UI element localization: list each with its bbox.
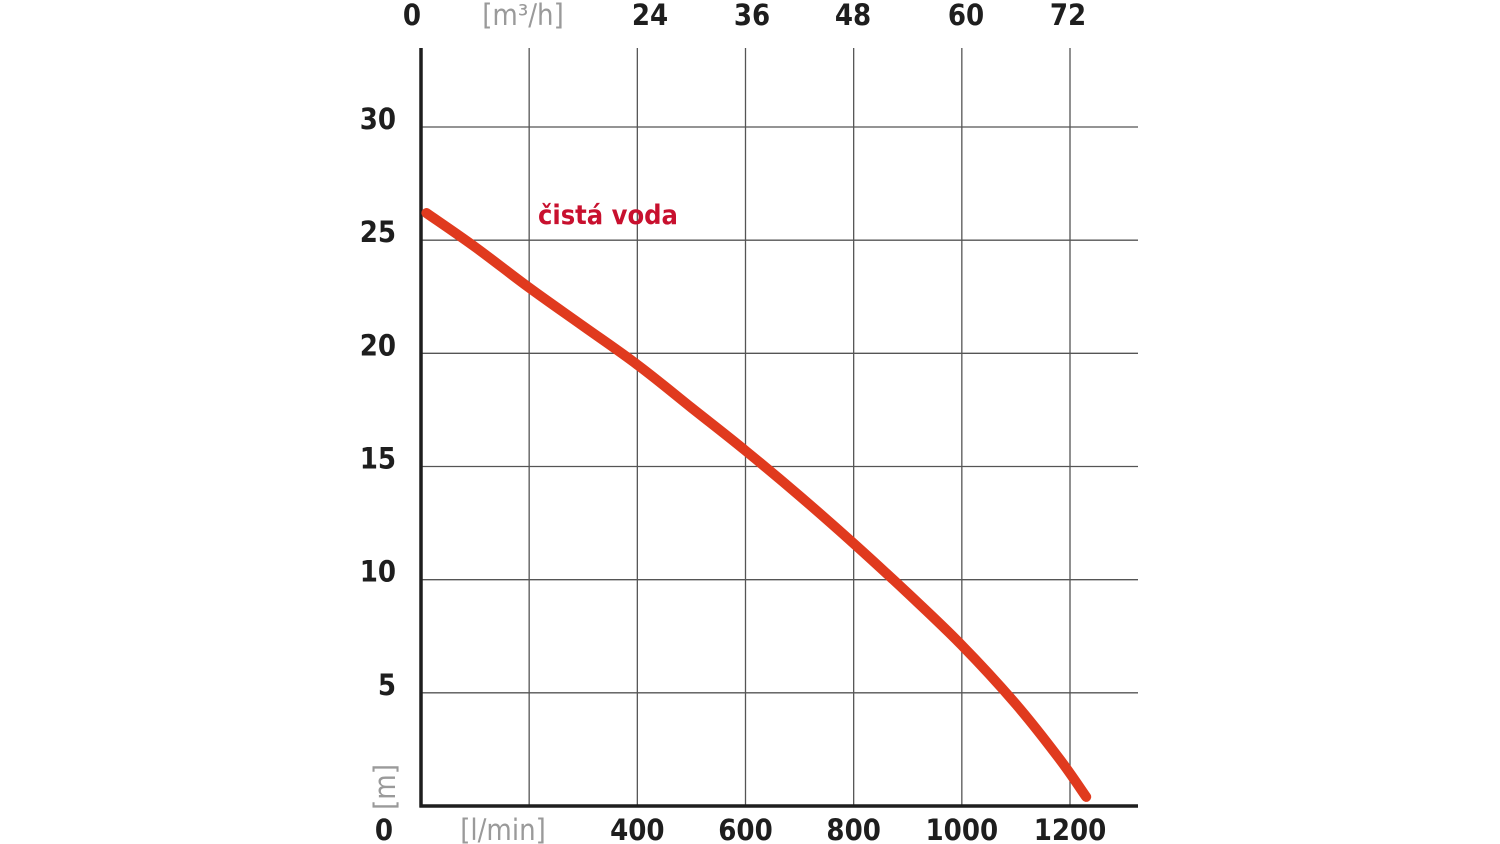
y-tick-label: 10: [360, 555, 396, 589]
y-tick-label: 5: [378, 668, 396, 702]
top-unit-label: [m³/h]: [482, 0, 564, 32]
top-tick-label: 72: [1050, 0, 1086, 32]
x-tick-label: 400: [610, 813, 664, 844]
x-tick-label: 1000: [926, 813, 999, 844]
x-unit-label: [l/min]: [460, 813, 546, 844]
grid-layer: [421, 48, 1138, 806]
top-tick-label: 60: [948, 0, 984, 32]
x-zero-label: 0: [375, 813, 393, 844]
y-tick-label: 30: [360, 102, 396, 136]
series-layer: [421, 208, 1092, 802]
y-tick-label: 25: [360, 215, 396, 249]
x-tick-label: 800: [826, 813, 880, 844]
series-label: čistá voda: [538, 200, 678, 231]
top-tick-label: 24: [632, 0, 668, 32]
top-tick-label: 36: [734, 0, 770, 32]
series-line-cista-voda: [421, 208, 1092, 802]
y-tick-label: 15: [360, 442, 396, 476]
axis-layer: [419, 48, 1138, 808]
top-zero-label: 0: [403, 0, 421, 32]
y-unit-label: [m]: [368, 764, 402, 810]
x-tick-label: 600: [718, 813, 772, 844]
label-layer: 0 [l/min] 400 600 800 1000 1200 0 [m³/h] 24 36 48 60…: [360, 0, 1107, 844]
y-tick-label: 20: [360, 328, 396, 362]
top-tick-label: 48: [835, 0, 871, 32]
x-tick-label: 1200: [1034, 813, 1107, 844]
